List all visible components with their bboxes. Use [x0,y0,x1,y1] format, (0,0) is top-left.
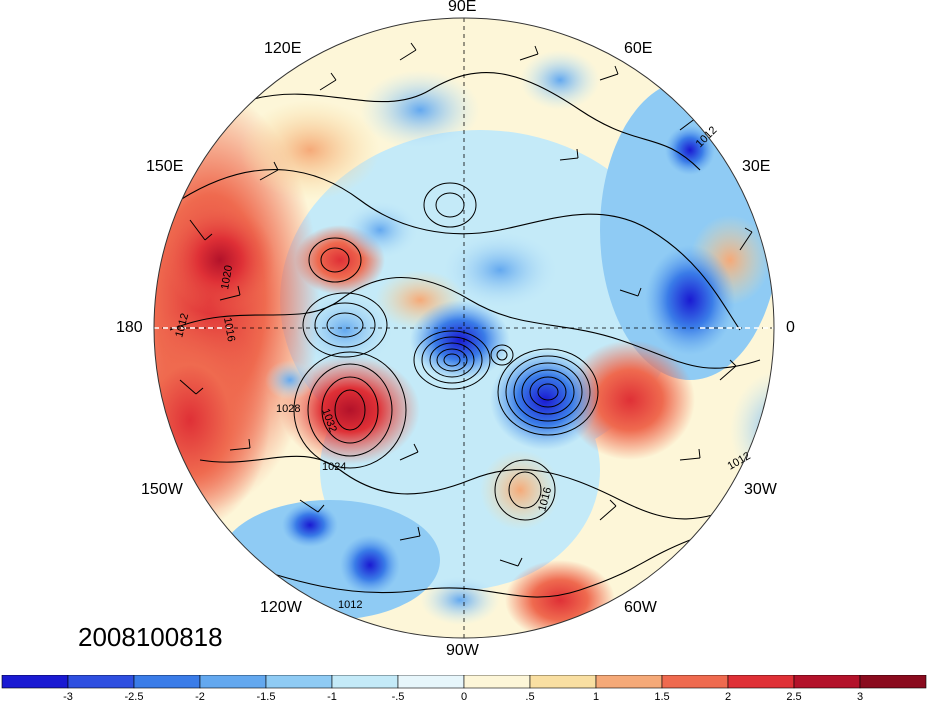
pressure-contours [169,72,761,598]
colorbar-tick-label: 0 [461,691,467,702]
lon-label-0: 0 [786,319,795,336]
lon-label-30e: 30E [742,158,771,175]
colorbar-swatch [463,675,531,689]
contour-label: 1028 [276,403,300,415]
map-border [153,17,775,639]
colorbar-swatch [67,675,135,689]
colorbar-tick-label: -.5 [392,691,405,702]
colorbar-swatch [529,675,597,689]
colorbar-swatch [265,675,333,689]
lon-label-90e: 90E [448,0,477,15]
colorbar-tick-label: 1 [593,691,599,702]
colorbar-swatch [595,675,663,689]
colorbar-tick-label: 1.5 [654,691,669,702]
contour-label: 1016 [221,316,237,342]
lon-label-30w: 30W [744,481,777,498]
lon-label-150w: 150W [141,481,183,498]
colorbar-swatch [331,675,399,689]
low-pressure-rings [302,292,599,436]
colorbar-tick-label: -2.5 [125,691,144,702]
colorbar-swatch [397,675,465,689]
colorbar-swatch [661,675,729,689]
contour-label: 1024 [322,461,346,473]
colorbar-swatch [793,675,861,689]
colorbar-swatch [727,675,795,689]
colorbar-swatch [199,675,267,689]
contour-label: 1012 [338,599,362,611]
colorbar-tick-label: -1.5 [257,691,276,702]
lon-label-90w: 90W [446,642,479,659]
colorbar-swatch [859,675,927,689]
lon-label-120w: 120W [260,599,302,616]
colorbar-tick-label: 3 [857,691,863,702]
colorbar-swatch [1,675,69,689]
lon-label-60e: 60E [624,40,653,57]
lon-label-120e: 120E [264,40,302,57]
date-stamp: 2008100818 [78,622,223,652]
high-pressure-rings [293,182,556,521]
colorbar-tick-label: 2 [725,691,731,702]
colorbar: -3 -2.5 -2 -1.5 -1 -.5 0 .5 1 1.5 2 2.5 3 [1,675,927,702]
anomaly-field [154,18,774,638]
colorbar-tick-label: -2 [195,691,205,702]
colorbar-tick-label: .5 [525,691,534,702]
colorbar-tick-label: 2.5 [786,691,801,702]
colorbar-tick-label: -3 [63,691,73,702]
colorbar-swatch [133,675,201,689]
lon-label-150e: 150E [146,158,184,175]
contour-label: 1020 [219,264,235,290]
polar-map: 1012 1016 1020 1028 1032 1024 1016 1012 … [153,17,775,639]
lon-label-60w: 60W [624,599,657,616]
colorbar-tick-label: -1 [327,691,337,702]
lon-label-180: 180 [116,319,143,336]
